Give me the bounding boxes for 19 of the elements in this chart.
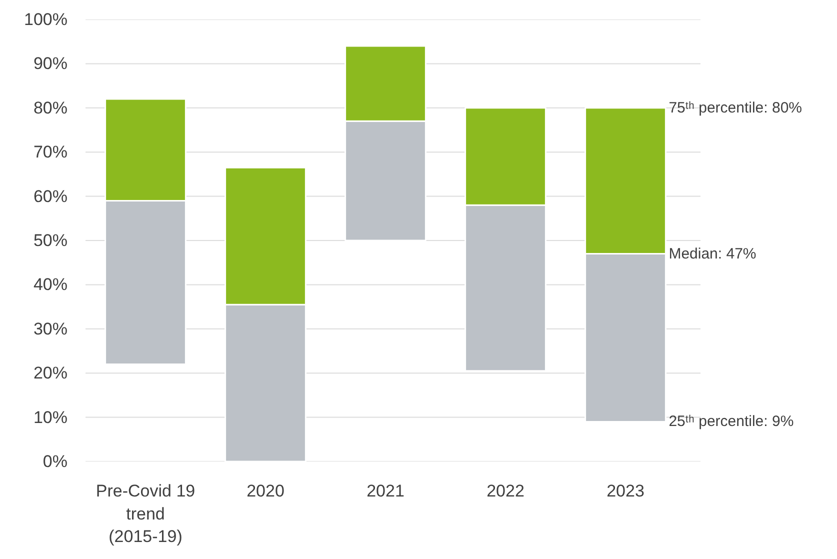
x-tick-label: 2021 <box>366 482 404 500</box>
y-tick-label: 80% <box>33 98 68 118</box>
annotation: 75ᵗʰ percentile: 80% <box>668 99 802 116</box>
annotation: 25ᵗʰ percentile: 9% <box>668 413 794 430</box>
y-tick-label: 60% <box>33 186 68 206</box>
y-tick-label: 10% <box>33 408 68 427</box>
y-tick-label: 30% <box>33 319 68 338</box>
y-tick-label: 100% <box>24 10 68 29</box>
y-tick-label: 50% <box>33 231 68 250</box>
annotation: Median: 47% <box>668 245 756 262</box>
y-tick-label: 40% <box>33 275 68 294</box>
y-tick-label: 90% <box>33 54 68 74</box>
x-tick-label: 2020 <box>246 482 284 500</box>
x-tick-label: 2023 <box>606 482 644 500</box>
y-tick-label: 20% <box>33 364 68 383</box>
y-tick-label: 70% <box>33 142 68 162</box>
y-tick-label: 0% <box>42 452 68 471</box>
x-tick-label: Pre-Covid 19 trend (2015-19) <box>96 482 196 546</box>
x-tick-label: 2022 <box>486 482 524 500</box>
